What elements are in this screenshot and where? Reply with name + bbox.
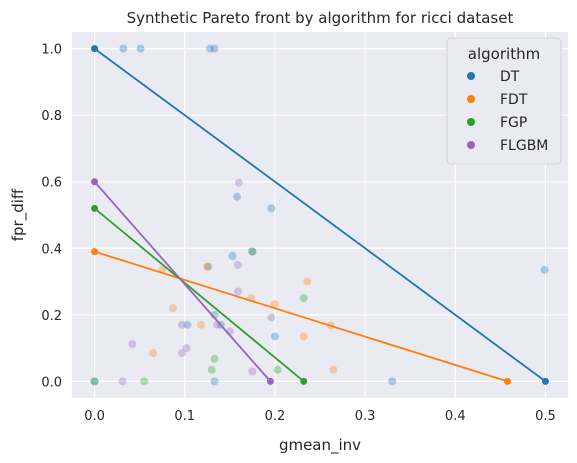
data-point-dt xyxy=(205,44,214,53)
x-tick-label: 0.4 xyxy=(445,409,466,424)
data-point-flgbm xyxy=(118,377,127,386)
y-tick-label: 0.4 xyxy=(41,242,62,257)
data-point-fdt xyxy=(303,277,312,286)
data-point-fdt xyxy=(203,262,212,271)
x-axis-title: gmean_inv xyxy=(279,436,361,455)
data-point-dt xyxy=(210,44,219,53)
data-point-fdt xyxy=(149,349,158,358)
front-point-dt xyxy=(541,377,549,385)
front-point-fdt xyxy=(504,377,512,385)
data-point-fdt xyxy=(299,332,308,341)
data-point-fgp xyxy=(299,294,308,303)
data-point-dt xyxy=(228,251,237,260)
data-point-fdt xyxy=(329,365,338,374)
data-point-flgbm xyxy=(178,320,187,329)
x-axis-ticks: 0.0 0.1 0.2 0.3 0.4 0.5 xyxy=(84,409,556,424)
legend-box xyxy=(446,37,562,165)
data-point-fdt xyxy=(169,304,178,313)
data-point-fgp xyxy=(207,365,216,374)
data-point-dt xyxy=(183,320,192,329)
data-point-flgbm xyxy=(248,367,257,376)
data-point-dt xyxy=(210,377,219,386)
front-point-fgp xyxy=(91,204,99,212)
legend-label-fgp: FGP xyxy=(500,115,527,131)
y-tick-label: 0.2 xyxy=(41,309,62,324)
data-point-flgbm xyxy=(182,344,191,353)
legend: algorithm DT FDT FGP FLGBM xyxy=(446,37,562,165)
scatter-points xyxy=(90,44,549,386)
y-tick-label: 1.0 xyxy=(41,43,62,58)
legend-marker-fdt xyxy=(467,95,475,103)
front-lines xyxy=(93,47,547,383)
legend-marker-fgp xyxy=(467,118,475,126)
y-tick-label: 0.8 xyxy=(41,109,62,124)
data-point-dt xyxy=(136,44,145,53)
data-point-fgp xyxy=(273,365,282,374)
front-points xyxy=(91,45,549,385)
x-tick-label: 0.2 xyxy=(265,409,286,424)
legend-label-dt: DT xyxy=(500,69,520,85)
data-point-dt xyxy=(267,204,276,213)
x-tick-label: 0.0 xyxy=(84,409,105,424)
data-point-dt xyxy=(233,192,242,201)
data-point-fdt xyxy=(270,300,279,309)
data-point-fdt xyxy=(196,320,205,329)
data-point-flgbm xyxy=(267,313,276,322)
y-tick-label: 0.6 xyxy=(41,176,62,191)
legend-marker-dt xyxy=(467,72,475,80)
data-point-flgbm xyxy=(178,349,187,358)
legend-label-flgbm: FLGBM xyxy=(500,138,548,154)
data-point-dt xyxy=(119,44,128,53)
data-point-fgp xyxy=(210,354,219,363)
y-tick-label: 0.0 xyxy=(41,375,62,390)
data-point-dt xyxy=(388,377,397,386)
chart-title: Synthetic Pareto front by algorithm for … xyxy=(127,9,514,27)
data-point-flgbm xyxy=(233,287,242,296)
data-point-fgp xyxy=(140,377,149,386)
data-point-flgbm xyxy=(233,260,242,269)
legend-marker-flgbm xyxy=(467,141,475,149)
data-point-dt xyxy=(248,247,257,256)
front-line-fdt xyxy=(94,250,508,383)
front-point-flgbm xyxy=(266,377,274,385)
legend-title: algorithm xyxy=(468,45,540,63)
data-point-fgp xyxy=(90,377,99,386)
legend-label-fdt: FDT xyxy=(500,92,528,108)
data-point-dt xyxy=(90,377,99,386)
front-line-fgp xyxy=(93,207,305,383)
front-point-fdt xyxy=(91,248,99,256)
front-line-flgbm xyxy=(93,181,272,382)
y-axis-ticks: 0.0 0.2 0.4 0.6 0.8 1.0 xyxy=(41,43,62,391)
x-tick-label: 0.5 xyxy=(535,409,556,424)
front-point-fgp xyxy=(300,377,308,385)
front-point-flgbm xyxy=(91,178,99,186)
data-point-dt xyxy=(540,265,549,274)
data-point-flgbm xyxy=(128,340,137,349)
data-point-dt xyxy=(270,332,279,341)
x-tick-label: 0.3 xyxy=(355,409,376,424)
data-point-dt xyxy=(204,262,213,271)
data-point-flgbm xyxy=(234,178,243,187)
y-axis-title: fpr_diff xyxy=(9,188,28,241)
front-line-dt xyxy=(93,47,547,383)
x-tick-label: 0.1 xyxy=(174,409,195,424)
data-point-fgp xyxy=(248,247,257,256)
front-point-dt xyxy=(91,45,99,53)
